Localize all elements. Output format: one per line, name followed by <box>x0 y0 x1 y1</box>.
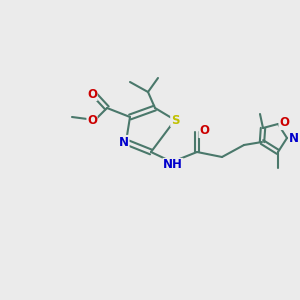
Text: O: O <box>87 88 97 100</box>
Text: O: O <box>87 113 97 127</box>
Text: N: N <box>119 136 129 148</box>
Text: NH: NH <box>163 158 183 172</box>
Text: S: S <box>171 113 179 127</box>
Text: O: O <box>279 116 289 130</box>
Text: N: N <box>289 131 299 145</box>
Text: O: O <box>199 124 209 137</box>
